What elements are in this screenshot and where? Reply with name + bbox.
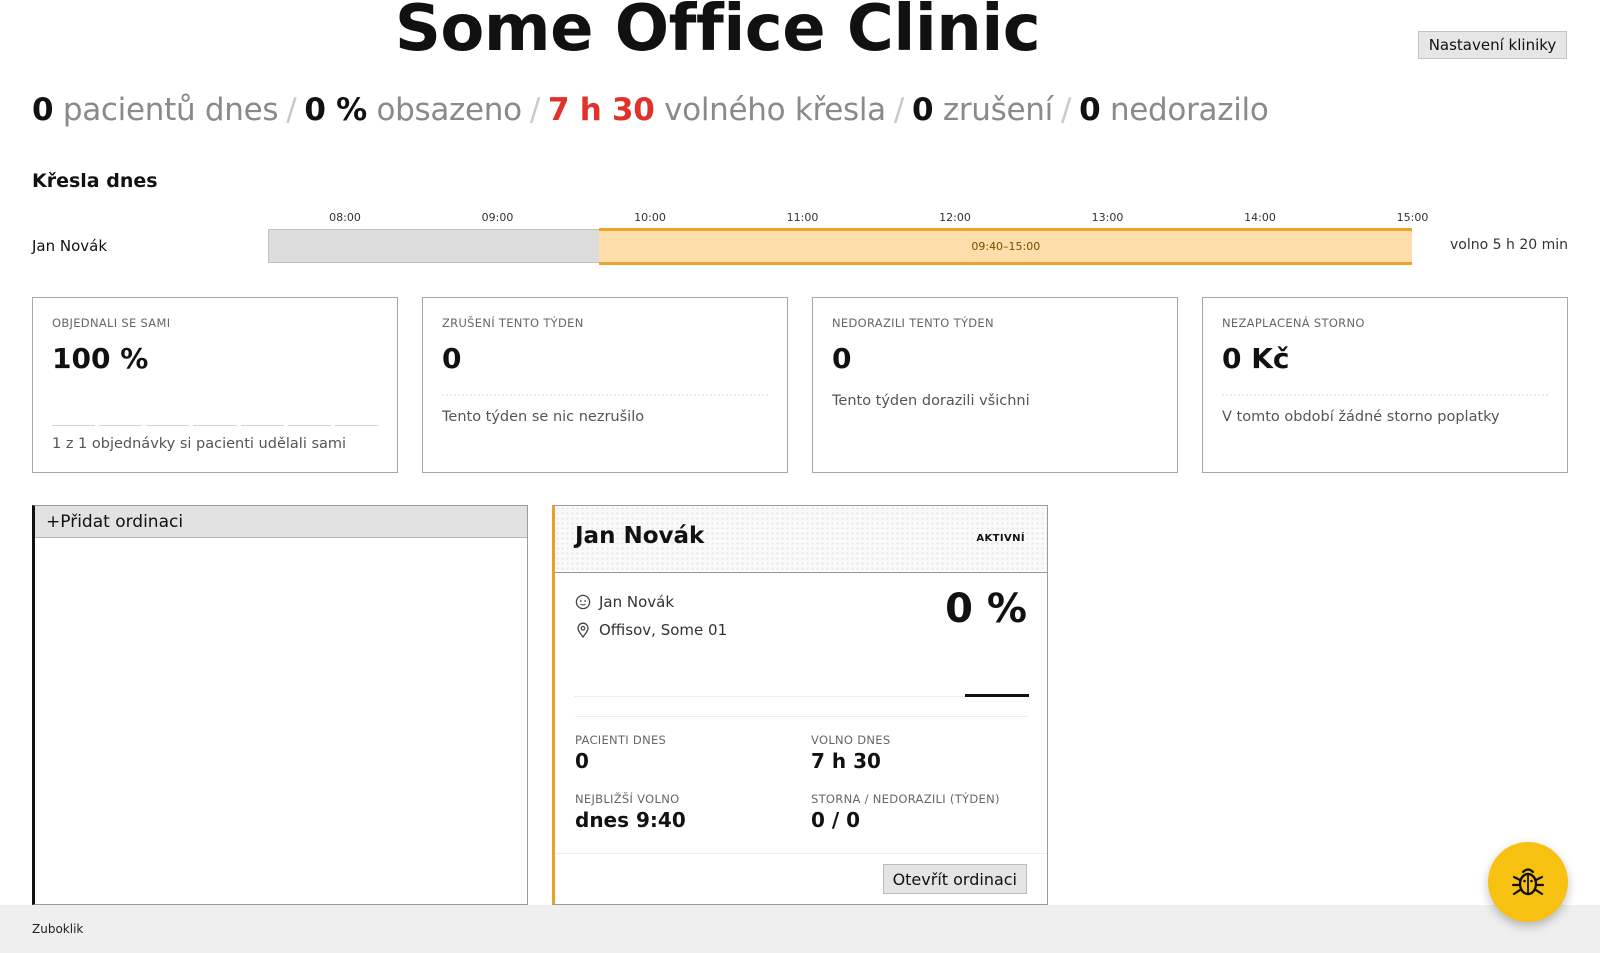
face-icon	[575, 594, 591, 610]
free-today-label: VOLNO DNES	[811, 733, 891, 747]
timeline-tick: 12:00	[939, 211, 971, 224]
cancellations-label: zrušení	[942, 92, 1053, 128]
offices-list-panel: +Přidat ordinaci	[32, 505, 528, 905]
no-show-label: nedorazilo	[1109, 92, 1269, 128]
free-slot[interactable]: 09:40–15:00	[599, 228, 1413, 265]
page-title: Some Office Clinic	[394, 0, 1041, 66]
card-label: NEDORAZILI TENTO TÝDEN	[832, 316, 994, 330]
office-name: Jan Novák	[575, 523, 705, 549]
patients-today-value: 0	[575, 749, 589, 773]
free-slot-label: 09:40–15:00	[971, 240, 1041, 253]
no-shows-week-card: NEDORAZILI TENTO TÝDEN 0 Tento týden dor…	[812, 297, 1178, 473]
card-divider	[1222, 394, 1548, 396]
chair-name: Jan Novák	[32, 237, 108, 255]
clinic-settings-button[interactable]: Nastavení kliniky	[1418, 31, 1567, 59]
timeline-tick: 11:00	[786, 211, 819, 224]
timeline-tick: 15:00	[1396, 211, 1429, 224]
timeline-tick: 09:00	[481, 211, 514, 224]
office-doctor-row: Jan Novák	[575, 593, 674, 611]
card-value: 0	[442, 342, 462, 375]
summary-separator: /	[1060, 92, 1072, 128]
office-card: Jan Novák AKTIVNÍ Jan Novák Offisov, Som…	[552, 505, 1048, 905]
office-occupancy: 0 %	[945, 586, 1027, 632]
card-description: Tento týden se nic nezrušilo	[442, 409, 645, 425]
office-card-divider	[575, 716, 1027, 717]
unpaid-storno-card: NEZAPLACENÁ STORNO 0 Kč V tomto období ž…	[1202, 297, 1568, 473]
add-office-label: Přidat ordinaci	[60, 511, 184, 532]
card-progress-dashes	[52, 424, 378, 426]
card-label: OBJEDNALI SE SAMI	[52, 316, 171, 330]
card-value: 0	[832, 342, 852, 375]
card-description: 1 z 1 objednávky si pacienti udělali sam…	[52, 436, 347, 452]
timeline-tick: 14:00	[1244, 211, 1276, 224]
office-card-footer	[555, 853, 1047, 854]
status-badge: AKTIVNÍ	[976, 533, 1025, 544]
cancellations-week-card: ZRUŠENÍ TENTO TÝDEN 0 Tento týden se nic…	[422, 297, 788, 473]
plus-icon: +	[46, 511, 61, 532]
office-address: Offisov, Some 01	[599, 621, 728, 639]
patients-today-label: PACIENTI DNES	[575, 733, 667, 747]
patients-today-label: pacientů dnes	[62, 92, 279, 128]
free-chair-label: volného křesla	[664, 92, 886, 128]
storno-noshow-label: STORNA / NEDORAZILI (TÝDEN)	[811, 792, 1000, 806]
office-address-row: Offisov, Some 01	[575, 621, 727, 639]
card-value: 100 %	[52, 342, 149, 375]
occupancy-track	[575, 696, 1027, 697]
no-show-value: 0	[1079, 92, 1101, 128]
cancellations-value: 0	[912, 92, 934, 128]
free-chair-value: 7 h 30	[547, 92, 655, 128]
card-label: NEZAPLACENÁ STORNO	[1222, 316, 1365, 330]
bug-icon	[1508, 862, 1548, 902]
patients-today-value: 0	[32, 92, 54, 128]
next-free-label: NEJBLIŽŠÍ VOLNO	[575, 792, 680, 806]
office-card-header: Jan Novák AKTIVNÍ	[555, 506, 1047, 573]
timeline-tick: 10:00	[634, 211, 666, 224]
chair-free-time: volno 5 h 20 min	[1450, 237, 1568, 253]
bug-report-button[interactable]	[1488, 842, 1568, 922]
add-office-button[interactable]: +Přidat ordinaci	[35, 506, 527, 538]
office-doctor: Jan Novák	[599, 593, 675, 611]
location-pin-icon	[575, 622, 591, 638]
summary-separator: /	[286, 92, 297, 128]
footer: Zuboklik	[0, 905, 1600, 953]
card-divider	[442, 394, 768, 396]
card-value: 0 Kč	[1222, 342, 1290, 375]
timeline-tick: 13:00	[1091, 211, 1124, 224]
summary-separator: /	[529, 92, 540, 128]
occupancy-label: obsazeno	[376, 92, 522, 128]
free-today-value: 7 h 30	[811, 749, 881, 773]
card-description: V tomto období žádné storno poplatky	[1222, 409, 1500, 425]
self-booked-card: OBJEDNALI SE SAMI 100 % 1 z 1 objednávky…	[32, 297, 398, 473]
open-office-button[interactable]: Otevřít ordinaci	[882, 864, 1027, 894]
daily-summary: 0 pacientů dnes/0 % obsazeno/7 h 30 voln…	[32, 92, 1269, 128]
occupancy-bar	[965, 694, 1029, 697]
chairs-section-title: Křesla dnes	[32, 170, 158, 192]
storno-noshow-value: 0 / 0	[811, 808, 861, 832]
occupancy-value: 0 %	[304, 92, 367, 128]
next-free-value: dnes 9:40	[575, 808, 686, 832]
card-description: Tento týden dorazili všichni	[832, 393, 1030, 409]
footer-brand: Zuboklik	[32, 922, 84, 936]
timeline-tick: 08:00	[329, 211, 361, 224]
summary-separator: /	[893, 92, 905, 128]
card-label: ZRUŠENÍ TENTO TÝDEN	[442, 316, 584, 330]
